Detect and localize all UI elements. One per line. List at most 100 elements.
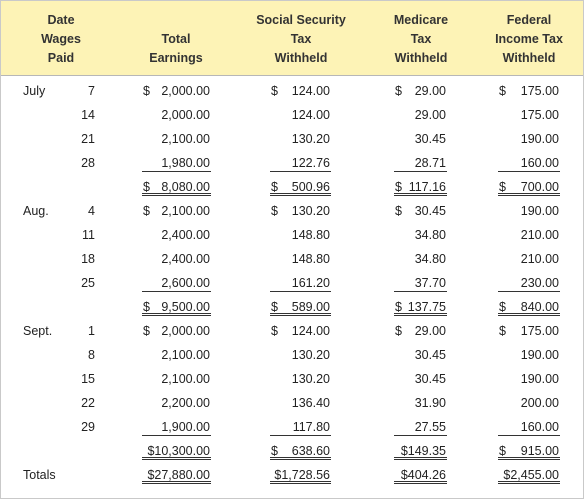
amount-value: 124.00: [291, 108, 330, 122]
social-security-cell: 130.20: [270, 371, 331, 388]
medicare-cell: $137.75: [394, 299, 447, 316]
medicare-cell: 30.45: [394, 347, 447, 364]
month-label: Aug.: [23, 204, 49, 218]
amount-value: 915.00: [520, 444, 559, 458]
day-label: [77, 443, 95, 460]
federal-income-tax-cell: $840.00: [498, 299, 560, 316]
federal-income-tax-cell: 210.00: [498, 251, 560, 268]
dollar-sign: $: [143, 180, 150, 194]
amount-value: $2,455.00: [503, 468, 559, 482]
amount-value: 200.00: [520, 396, 559, 410]
header-text: Withheld: [394, 51, 448, 65]
dollar-sign: $: [143, 324, 150, 338]
social-security-cell: $130.20: [270, 203, 331, 220]
dollar-sign: $: [143, 84, 150, 98]
total-earnings-cell: $2,100.00: [142, 203, 211, 220]
table-header: Date Wages Paid Total Earnings Social Se…: [1, 1, 583, 76]
table-row: $10,300.00 $638.60 $149.35 $915.00: [1, 439, 583, 463]
amount-value: $27,880.00: [147, 468, 210, 482]
federal-income-tax-cell: 160.00: [498, 155, 560, 172]
total-earnings-cell: 1,900.00: [142, 419, 211, 436]
amount-value: 1,980.00: [161, 156, 210, 170]
amount-value: 210.00: [520, 228, 559, 242]
header-text: Date: [47, 13, 75, 27]
header-text: Paid: [47, 51, 75, 65]
federal-income-tax-cell: $175.00: [498, 323, 560, 340]
social-security-cell: $124.00: [270, 323, 331, 340]
amount-value: 589.00: [291, 300, 330, 314]
month-label: Totals: [23, 468, 56, 482]
day-label: 25: [81, 276, 95, 290]
total-earnings-cell: 2,400.00: [142, 227, 211, 244]
federal-income-tax-cell: 190.00: [498, 131, 560, 148]
social-security-cell: $1,728.56: [270, 467, 331, 484]
total-earnings-cell: $9,500.00: [142, 299, 211, 316]
table-row: 18 2,400.00 148.80 34.80 210.00: [1, 247, 583, 271]
total-earnings-cell: 2,100.00: [142, 371, 211, 388]
amount-value: 638.60: [291, 444, 330, 458]
federal-income-tax-cell: 190.00: [498, 347, 560, 364]
total-earnings-cell: $2,000.00: [142, 83, 211, 100]
social-security-cell: 148.80: [270, 227, 331, 244]
dollar-sign: $: [271, 84, 278, 98]
total-earnings-cell: 2,000.00: [142, 107, 211, 124]
amount-value: 2,100.00: [161, 204, 210, 218]
amount-value: 30.45: [414, 348, 446, 362]
amount-value: 190.00: [520, 348, 559, 362]
table-row: July 7 $2,000.00 $124.00 $29.00 $175.00: [1, 79, 583, 103]
header-text: Income Tax: [495, 32, 563, 46]
dollar-sign: $: [395, 180, 402, 194]
dollar-sign: $: [271, 324, 278, 338]
amount-value: 210.00: [520, 252, 559, 266]
federal-income-tax-cell: 200.00: [498, 395, 560, 412]
day-label: 28: [81, 156, 95, 170]
social-security-cell: 122.76: [270, 155, 331, 172]
amount-value: 28.71: [414, 156, 446, 170]
amount-value: 2,100.00: [161, 348, 210, 362]
amount-value: 160.00: [520, 420, 559, 434]
table-row: 29 1,900.00 117.80 27.55 160.00: [1, 415, 583, 439]
dollar-sign: $: [395, 204, 402, 218]
dollar-sign: $: [499, 300, 506, 314]
amount-value: 230.00: [520, 276, 559, 290]
federal-income-tax-cell: $175.00: [498, 83, 560, 100]
amount-value: 160.00: [520, 156, 559, 170]
day-label: 14: [81, 108, 95, 122]
medicare-cell: $29.00: [394, 323, 447, 340]
federal-income-tax-cell: $915.00: [498, 443, 560, 460]
header-text: Medicare: [393, 13, 449, 27]
social-security-cell: $500.96: [270, 179, 331, 196]
amount-value: 34.80: [414, 252, 446, 266]
total-earnings-cell: 2,400.00: [142, 251, 211, 268]
social-security-cell: $638.60: [270, 443, 331, 460]
day-label: 8: [88, 348, 95, 362]
amount-value: 190.00: [520, 204, 559, 218]
medicare-cell: 37.70: [394, 275, 447, 292]
amount-value: 130.20: [291, 204, 330, 218]
medicare-cell: 34.80: [394, 227, 447, 244]
federal-income-tax-cell: 190.00: [498, 371, 560, 388]
amount-value: 2,100.00: [161, 372, 210, 386]
total-earnings-cell: 2,100.00: [142, 347, 211, 364]
total-earnings-cell: $10,300.00: [142, 443, 211, 460]
table-row: $8,080.00 $500.96 $117.16 $700.00: [1, 175, 583, 199]
amount-value: 117.16: [408, 180, 446, 194]
table-row: 15 2,100.00 130.20 30.45 190.00: [1, 367, 583, 391]
medicare-cell: 30.45: [394, 371, 447, 388]
amount-value: 840.00: [520, 300, 559, 314]
amount-value: 124.00: [291, 84, 330, 98]
amount-value: 30.45: [414, 372, 446, 386]
social-security-cell: 117.80: [270, 419, 331, 436]
table-row: 8 2,100.00 130.20 30.45 190.00: [1, 343, 583, 367]
dollar-sign: $: [395, 84, 402, 98]
day-label: 15: [81, 372, 95, 386]
amount-value: 130.20: [291, 372, 330, 386]
social-security-cell: $589.00: [270, 299, 331, 316]
header-text: Federal: [506, 13, 552, 27]
medicare-cell: 34.80: [394, 251, 447, 268]
dollar-sign: $: [143, 204, 150, 218]
total-earnings-cell: 2,200.00: [142, 395, 211, 412]
medicare-cell: 30.45: [394, 131, 447, 148]
amount-value: 124.00: [291, 324, 330, 338]
